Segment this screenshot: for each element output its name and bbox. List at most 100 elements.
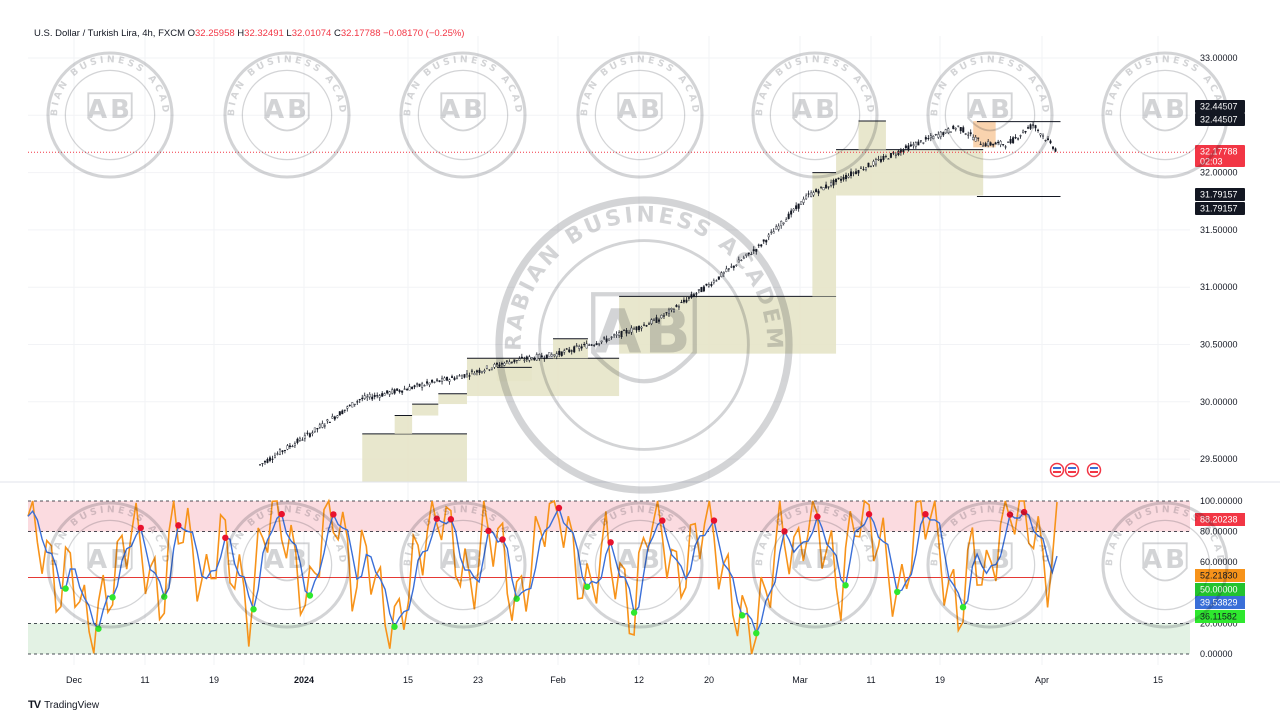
candle-body [997, 141, 1000, 144]
candle-body [588, 344, 591, 346]
price-tag-label: 32.44507 [1200, 115, 1238, 125]
candle-body [857, 170, 860, 174]
candle-body [989, 142, 992, 146]
candle-body [403, 388, 406, 390]
us-flag-event-icon[interactable] [1049, 462, 1065, 478]
time-tick-label: Dec [66, 675, 83, 685]
candle-body [665, 312, 668, 314]
candle-body [934, 134, 937, 136]
candle-body [261, 463, 264, 465]
us-flag-event-icon[interactable] [1064, 462, 1080, 478]
candle-body [700, 287, 703, 293]
candle-body [573, 346, 576, 353]
candle-body [927, 138, 930, 140]
candle-body [909, 144, 912, 147]
candle-body [949, 131, 952, 133]
candle-body [817, 190, 820, 194]
event-flags[interactable] [1049, 462, 1102, 478]
candle-body [500, 363, 503, 365]
candle-body [585, 343, 588, 349]
candle-body [937, 134, 940, 138]
overbought-dot [222, 534, 229, 541]
price-tick-label: 31.50000 [1200, 225, 1238, 235]
candle-body [1042, 135, 1045, 137]
price-tag-countdown: 02:03 [1200, 157, 1223, 167]
osc-value-tag-label: 36.11582 [1200, 612, 1237, 622]
symbol-title[interactable]: U.S. Dollar / Turkish Lira, 4h, FXCM [34, 28, 185, 39]
osc-value-tag-label: 39.53829 [1200, 598, 1238, 608]
candle-body [351, 402, 354, 408]
us-flag-stripe [1053, 471, 1061, 473]
candle-body [847, 175, 850, 178]
candle-body [608, 338, 611, 341]
candle-body [864, 167, 867, 170]
candle-body [446, 377, 449, 381]
candle-body [1014, 137, 1017, 139]
candle-body [411, 387, 414, 389]
candle-body [341, 410, 344, 415]
candle-body [413, 385, 416, 388]
time-tick-label: 23 [473, 675, 483, 685]
watermark-shield-icon [264, 92, 310, 132]
candle-body [932, 136, 935, 140]
candle-body [658, 319, 661, 322]
candle-body [1009, 139, 1012, 144]
demand-zone [858, 121, 886, 150]
candle-body [553, 354, 556, 357]
candle-body [418, 383, 421, 387]
candle-body [633, 328, 636, 330]
candle-body [677, 306, 680, 308]
watermark-shield-icon [264, 542, 310, 582]
candle-body [610, 336, 613, 338]
watermark-inner-ring [769, 519, 861, 611]
candle-body [563, 350, 566, 353]
candle-body [942, 132, 945, 136]
candle-body [495, 362, 498, 365]
watermark-monogram: AB [264, 95, 310, 125]
candle-body [640, 326, 643, 329]
watermark-monogram: AB [792, 545, 838, 575]
time-tick-label: 11 [140, 675, 149, 685]
low-value: 32.01074 [291, 28, 332, 39]
watermark-inner-ring [64, 519, 156, 611]
candle-body [653, 318, 656, 321]
candle-body [964, 133, 967, 135]
watermark-shield-icon [591, 292, 697, 384]
us-flag-stripe [1090, 471, 1098, 473]
candle-body [548, 352, 551, 357]
candle-body [867, 162, 870, 168]
candle-body [837, 177, 840, 180]
candle-body [702, 286, 705, 292]
watermark-ring [46, 51, 174, 179]
candle-body [331, 416, 334, 419]
candle-body [538, 354, 541, 359]
watermark-monogram: AB [967, 545, 1013, 575]
candle-body [336, 415, 339, 418]
close-value: 32.17788 [340, 28, 381, 39]
time-tick-label: 2024 [294, 675, 314, 685]
candle-body [685, 299, 688, 303]
time-tick-label: Apr [1035, 675, 1049, 685]
watermark-ring [399, 501, 527, 629]
candle-body [356, 401, 359, 403]
candle-body [1047, 138, 1050, 141]
time-axis[interactable]: Dec 11 19 2024 15 23 Feb 12 20 Mar 11 19 Apr 15 [66, 675, 1163, 685]
candle-body [268, 457, 271, 461]
watermark-seal-top: ABARABIAN BUSINESS ACADEMY [0, 0, 527, 179]
oversold-dot [250, 606, 257, 613]
watermark-inner-ring [1119, 519, 1211, 611]
candle-body [498, 364, 501, 367]
candle-body [645, 325, 648, 327]
candle-body [346, 406, 349, 409]
candle-body [533, 358, 536, 361]
osc-tick-label: 0.00000 [1200, 649, 1233, 659]
candle-body [540, 355, 543, 358]
candle-body [742, 257, 745, 259]
candle-body [453, 377, 456, 380]
us-flag-event-icon[interactable] [1086, 462, 1102, 478]
candle-body [974, 137, 977, 142]
price-tag-box [1195, 100, 1245, 113]
watermark-ring [576, 51, 704, 179]
tradingview-brand[interactable]: TV TradingView [28, 699, 99, 711]
